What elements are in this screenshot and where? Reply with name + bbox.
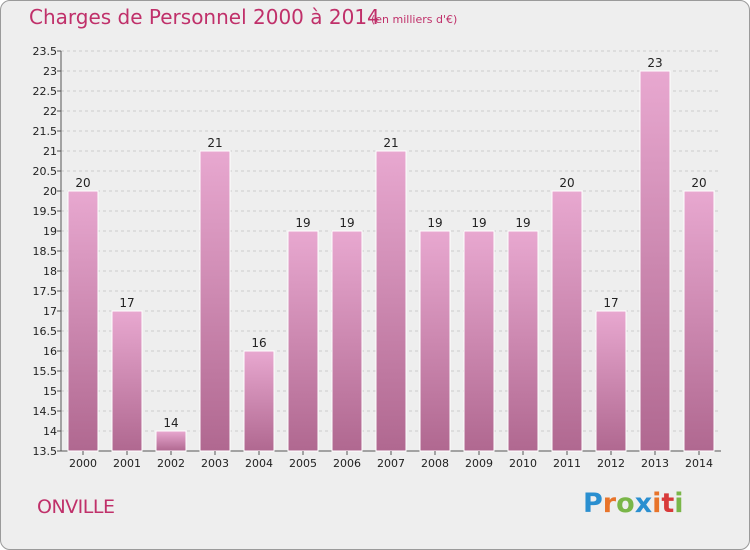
x-tick-label: 2012 [597,457,625,470]
y-tick-label: 16 [43,345,57,358]
y-tick-label: 13.5 [33,445,58,458]
bar-value-label: 19 [471,216,486,230]
bar [155,430,187,452]
x-tick-label: 2011 [553,457,581,470]
bar [639,70,671,452]
logo-letter: P [583,488,603,519]
bar [331,230,363,452]
y-tick-label: 15.5 [33,365,58,378]
bar [375,150,407,452]
y-tick-label: 19 [43,225,57,238]
bar [419,230,451,452]
logo-letter: x [634,488,653,519]
bar [111,310,143,452]
bar [67,190,99,452]
proxiti-logo[interactable]: Proxiti [583,488,684,519]
y-tick-label: 16.5 [33,325,58,338]
bar [595,310,627,452]
y-tick-label: 23.5 [33,45,58,58]
logo-letter: r [602,488,617,519]
bar [683,190,715,452]
commune-name: ONVILLE [37,496,115,518]
bar-value-label: 21 [207,136,222,150]
x-tick-label: 2004 [245,457,273,470]
y-tick-label: 17.5 [33,285,58,298]
y-tick-label: 21.5 [33,125,58,138]
chart-subtitle: (en milliers d'€) [371,13,458,26]
bar [463,230,495,452]
bar-value-label: 20 [691,176,706,190]
y-tick-label: 19.5 [33,205,58,218]
x-tick-label: 2000 [69,457,97,470]
bar-value-label: 21 [383,136,398,150]
bar [551,190,583,452]
y-tick-label: 14.5 [33,405,58,418]
bar-value-label: 17 [119,296,134,310]
x-tick-label: 2013 [641,457,669,470]
logo-letter: i [674,488,684,519]
x-tick-label: 2014 [685,457,713,470]
logo-letter: i [652,488,662,519]
y-tick-label: 18 [43,265,57,278]
bar [243,350,275,452]
x-tick-label: 2003 [201,457,229,470]
bar-value-label: 14 [163,416,178,430]
bar-value-label: 20 [75,176,90,190]
bar-value-label: 19 [339,216,354,230]
bar-value-label: 19 [515,216,530,230]
y-tick-label: 22.5 [33,85,58,98]
y-tick-label: 15 [43,385,57,398]
bar-value-label: 17 [603,296,618,310]
y-tick-label: 22 [43,105,57,118]
y-tick-label: 20 [43,185,57,198]
bar [507,230,539,452]
x-tick-label: 2001 [113,457,141,470]
bar-value-label: 23 [647,56,662,70]
bar [287,230,319,452]
x-tick-label: 2008 [421,457,449,470]
bar [199,150,231,452]
x-tick-label: 2006 [333,457,361,470]
y-tick-label: 23 [43,65,57,78]
y-tick-label: 14 [43,425,57,438]
y-tick-label: 18.5 [33,245,58,258]
chart-title: Charges de Personnel 2000 à 2014 [29,5,380,29]
bar-value-label: 19 [427,216,442,230]
bar-value-label: 16 [251,336,266,350]
logo-letter: t [661,488,675,519]
x-tick-label: 2005 [289,457,317,470]
x-tick-label: 2009 [465,457,493,470]
y-tick-label: 17 [43,305,57,318]
x-tick-label: 2002 [157,457,185,470]
y-tick-label: 20.5 [33,165,58,178]
x-tick-label: 2010 [509,457,537,470]
logo-letter: o [616,488,635,519]
y-tick-label: 21 [43,145,57,158]
x-tick-label: 2007 [377,457,405,470]
bar-value-label: 19 [295,216,310,230]
bar-value-label: 20 [559,176,574,190]
